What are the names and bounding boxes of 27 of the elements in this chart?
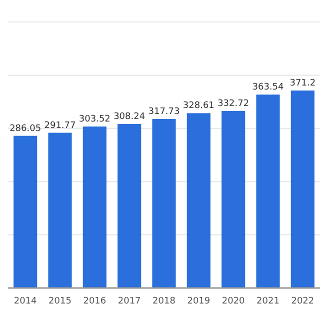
bar: [256, 94, 280, 288]
x-tick-label: 2017: [118, 296, 141, 306]
data-label: 371.2: [290, 78, 316, 89]
bar: [290, 90, 314, 288]
data-label: 286.05: [10, 124, 42, 134]
x-tick-label: 2014: [14, 296, 38, 306]
data-label: 303.52: [78, 114, 110, 125]
bar: [48, 132, 72, 288]
bar: [14, 136, 38, 288]
data-label: 291.77: [44, 120, 76, 131]
x-tick-label: 2020: [222, 296, 246, 306]
x-tick-label: 2016: [83, 296, 106, 306]
bar: [82, 126, 106, 288]
x-tick-label: 2022: [291, 296, 314, 306]
data-label: 317.73: [148, 106, 180, 117]
x-tick-label: 2015: [48, 296, 72, 306]
x-tick-label: 2021: [256, 296, 280, 306]
data-label: 328.61: [182, 101, 214, 112]
bar: [186, 113, 210, 288]
data-label: 332.72: [218, 98, 250, 109]
data-label: 363.54: [252, 82, 284, 93]
x-tick-label: 2019: [187, 296, 210, 306]
bar: [118, 124, 142, 288]
x-tick-label: 2018: [152, 296, 176, 306]
bar: [152, 118, 176, 288]
bar: [222, 110, 246, 288]
data-label: 308.24: [114, 112, 146, 122]
